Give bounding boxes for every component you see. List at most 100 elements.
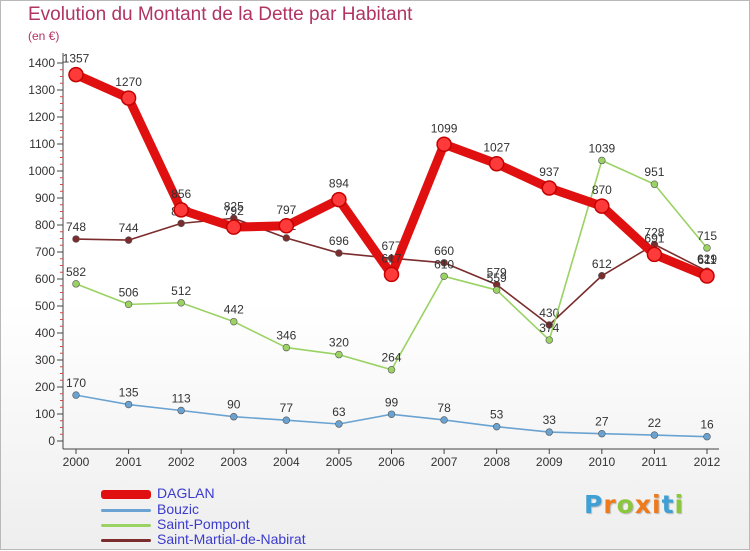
- data-label-bouzic: 170: [66, 376, 86, 390]
- data-label-daglan: 870: [592, 183, 612, 197]
- data-point-daglan: [594, 198, 610, 214]
- data-point-saint-martial-de-nabirat: [124, 236, 133, 244]
- logo-letter: i: [652, 490, 662, 519]
- data-point-saint-pompont: [124, 300, 133, 309]
- data-label-saint-pompont: 506: [119, 285, 139, 299]
- data-label-daglan: 1099: [431, 121, 458, 135]
- data-point-saint-martial-de-nabirat: [282, 234, 291, 242]
- data-point-daglan: [226, 219, 242, 235]
- data-point-saint-martial-de-nabirat: [545, 321, 553, 329]
- y-tick-label: 700: [35, 245, 55, 259]
- data-label-saint-martial-de-nabirat: 696: [329, 234, 349, 248]
- data-point-saint-pompont: [72, 280, 80, 288]
- data-label-bouzic: 113: [172, 391, 191, 405]
- data-point-bouzic: [230, 413, 238, 421]
- data-label-saint-pompont: 442: [224, 303, 244, 317]
- data-point-saint-pompont: [492, 286, 501, 294]
- data-label-saint-martial-de-nabirat: 825: [224, 199, 244, 213]
- data-label-bouzic: 90: [227, 398, 241, 412]
- data-label-saint-pompont: 610: [434, 257, 454, 271]
- data-point-bouzic: [703, 432, 711, 441]
- x-tick-label: 2003: [220, 455, 247, 469]
- data-label-daglan: 1027: [483, 141, 510, 155]
- data-label-saint-pompont: 320: [329, 336, 349, 350]
- legend-label-daglan: DAGLAN: [157, 485, 215, 501]
- data-label-daglan: 792: [224, 204, 244, 218]
- data-label-daglan: 937: [539, 165, 559, 179]
- data-point-bouzic: [335, 420, 343, 428]
- logo-letter: P: [584, 490, 604, 519]
- data-label-daglan: 1270: [115, 75, 142, 89]
- data-point-bouzic: [282, 416, 291, 424]
- data-point-daglan: [383, 266, 400, 283]
- data-label-saint-pompont: 512: [171, 284, 191, 298]
- data-label-saint-pompont: 582: [66, 265, 86, 279]
- data-label-saint-pompont: 559: [487, 271, 507, 285]
- data-point-daglan: [488, 155, 505, 172]
- legend-label-saint-pompont: Saint-Pompont: [157, 516, 250, 532]
- data-point-bouzic: [650, 431, 659, 439]
- data-point-bouzic: [177, 406, 185, 415]
- unit-label: (en €): [28, 29, 60, 43]
- data-point-saint-pompont: [387, 366, 396, 374]
- y-tick-label: 200: [35, 380, 55, 394]
- legend-swatch-saint-martial: [101, 539, 151, 542]
- x-tick-label: 2001: [115, 455, 142, 469]
- x-tick-label: 2005: [326, 455, 353, 469]
- x-tick-label: 2004: [273, 455, 300, 469]
- y-tick-label: 1400: [28, 56, 55, 70]
- data-point-daglan: [278, 218, 295, 234]
- data-point-saint-pompont: [282, 343, 291, 352]
- data-point-saint-martial-de-nabirat: [440, 259, 448, 267]
- y-tick-label: 1100: [29, 137, 55, 151]
- data-label-saint-pompont: 951: [644, 165, 664, 179]
- data-label-saint-pompont: 346: [276, 329, 296, 343]
- y-tick-label: 1300: [28, 83, 55, 97]
- data-label-daglan: 856: [171, 187, 191, 201]
- logo-letter: r: [603, 490, 617, 519]
- data-point-bouzic: [72, 391, 80, 399]
- data-point-bouzic: [124, 400, 133, 409]
- data-point-saint-pompont: [650, 180, 659, 188]
- proxiti-logo: Proxiti: [584, 490, 684, 519]
- data-label-daglan: 797: [276, 203, 296, 217]
- y-tick-label: 0: [48, 434, 55, 448]
- legend-label-bouzic: Bouzic: [157, 501, 200, 517]
- data-label-saint-pompont: 264: [381, 351, 401, 365]
- data-label-bouzic: 77: [280, 401, 294, 415]
- legend-swatch-daglan: [101, 490, 151, 499]
- data-label-saint-martial-de-nabirat: 748: [66, 220, 86, 234]
- data-label-bouzic: 33: [543, 413, 557, 427]
- y-tick-label: 300: [35, 353, 55, 367]
- data-label-bouzic: 27: [595, 415, 609, 429]
- data-label-daglan: 617: [381, 251, 401, 265]
- y-tick-label: 400: [35, 326, 55, 340]
- data-point-saint-pompont: [230, 317, 238, 326]
- data-label-saint-martial-de-nabirat: 728: [644, 225, 664, 239]
- data-label-daglan: 894: [329, 177, 349, 191]
- data-point-daglan: [541, 180, 557, 196]
- data-label-saint-martial-de-nabirat: 579: [487, 266, 507, 280]
- x-tick-label: 2002: [168, 455, 195, 469]
- data-label-daglan: 1357: [63, 52, 90, 66]
- data-point-bouzic: [440, 416, 448, 424]
- data-label-daglan: 611: [697, 253, 716, 267]
- data-point-bouzic: [492, 422, 501, 431]
- data-label-bouzic: 99: [385, 395, 399, 409]
- data-point-saint-pompont: [335, 350, 343, 359]
- chart-title: Evolution du Montant de la Dette par Hab…: [28, 4, 413, 25]
- data-point-saint-pompont: [440, 272, 448, 280]
- logo-letter: t: [661, 490, 675, 519]
- x-tick-label: 2012: [694, 455, 721, 469]
- data-point-saint-pompont: [598, 156, 606, 165]
- data-label-bouzic: 135: [119, 386, 139, 400]
- data-label-saint-martial-de-nabirat: 660: [434, 244, 454, 258]
- data-point-daglan: [120, 90, 137, 106]
- x-tick-label: 2010: [588, 455, 615, 469]
- legend-swatch-saint-pompont: [101, 524, 151, 527]
- data-label-saint-martial-de-nabirat: 612: [592, 257, 612, 271]
- logo-letter: o: [616, 490, 635, 519]
- x-tick-label: 2008: [483, 455, 510, 469]
